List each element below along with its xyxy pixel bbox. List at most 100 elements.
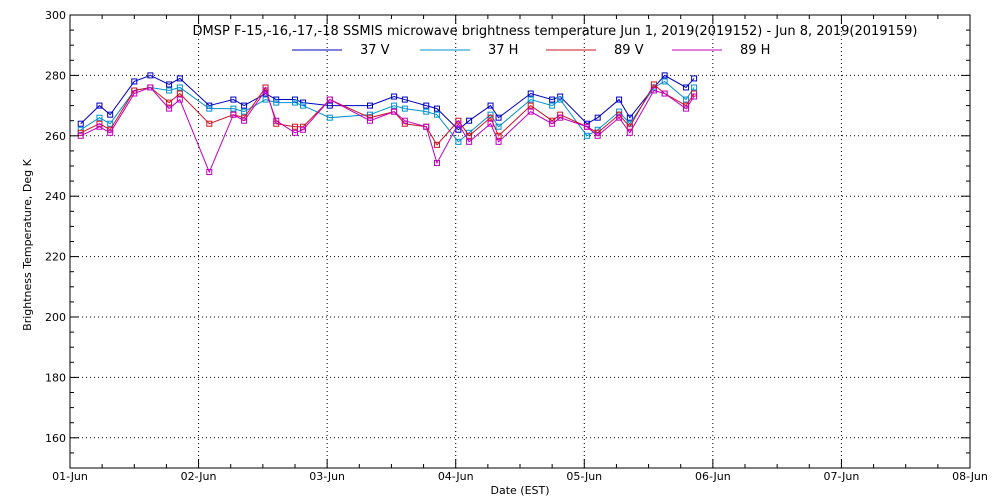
data-point-89-v (206, 120, 213, 127)
data-point-37-h (691, 84, 698, 91)
data-point-37-v (433, 105, 440, 112)
data-point-37-v (549, 96, 556, 103)
data-point-89-h (367, 117, 373, 124)
data-point-89-h (626, 129, 633, 136)
data-point-89-h (273, 117, 280, 124)
data-point-89-h (300, 126, 307, 133)
data-point-37-v (423, 102, 430, 109)
data-point-89-v (401, 120, 408, 127)
data-point-89-h (583, 123, 590, 130)
data-point-37-h (292, 99, 298, 106)
x-tick-labels: 01-Jun 02-Jun 03-Jun 04-Jun 05-Jun 06-Jun 07-J… (52, 470, 988, 483)
data-point-37-v (107, 111, 114, 118)
y-tick-labels: 160 180 200 220 240 260 280 300 (45, 9, 66, 445)
y-tick-label: 300 (45, 9, 66, 22)
data-point-37-h (495, 123, 502, 130)
data-point-37-v (487, 102, 494, 109)
data-point-37-h (557, 96, 564, 103)
x-tick-label: 02-Jun (181, 470, 217, 483)
x-axis-label: Date (EST) (490, 484, 549, 497)
data-point-89-v (466, 132, 473, 139)
y-tick-label: 220 (45, 251, 66, 264)
y-tick-label: 160 (45, 432, 66, 445)
data-point-89-h (661, 90, 668, 97)
data-point-37-v (273, 96, 280, 103)
data-point-37-h (661, 78, 668, 85)
data-point-37-v (230, 96, 237, 103)
data-point-37-v (131, 78, 138, 85)
data-point-89-v (527, 102, 534, 109)
data-point-89-h (549, 120, 556, 127)
legend: 37 V 37 H 89 V 89 H (292, 43, 770, 58)
data-point-89-h (455, 120, 462, 127)
data-point-89-h (487, 120, 494, 127)
legend-label-37-h: 37 H (488, 43, 518, 58)
y-tick-label: 260 (45, 130, 66, 143)
y-tick-label: 180 (45, 371, 66, 384)
y-tick-label: 200 (45, 311, 66, 324)
data-point-37-v (594, 114, 601, 121)
data-point-89-h (683, 105, 690, 112)
data-point-37-h (262, 96, 269, 103)
data-point-37-h (455, 138, 462, 145)
data-point-89-h (96, 123, 103, 130)
data-point-37-h (527, 96, 534, 103)
data-point-37-h (423, 108, 430, 115)
x-tick-label: 01-Jun (52, 470, 88, 483)
data-point-37-v (527, 90, 534, 97)
data-point-89-h (176, 96, 183, 103)
data-point-37-h (107, 120, 114, 127)
data-point-37-v (391, 93, 398, 100)
data-point-37-v (176, 75, 183, 82)
data-point-89-v (626, 123, 633, 130)
data-point-37-h (273, 99, 280, 106)
data-point-37-v (691, 75, 698, 82)
data-point-89-h (495, 138, 502, 145)
data-point-37-v (241, 102, 248, 109)
data-point-37-v (147, 72, 154, 79)
data-point-37-v (77, 120, 84, 127)
data-point-89-h (292, 129, 298, 136)
data-point-89-h (466, 138, 473, 145)
data-point-89-h (650, 87, 657, 94)
data-point-37-v (292, 96, 298, 103)
data-point-89-h (594, 132, 601, 139)
data-point-89-h (527, 108, 534, 115)
legend-label-89-h: 89 H (740, 43, 770, 58)
legend-label-89-v: 89 V (614, 43, 644, 58)
data-point-37-v (616, 96, 623, 103)
data-point-89-h (433, 159, 440, 166)
data-point-37-v (96, 102, 103, 109)
data-point-89-h (230, 111, 237, 118)
data-point-37-v (683, 84, 690, 91)
x-tick-label: 08-Jun (952, 470, 988, 483)
data-point-89-v (650, 81, 657, 88)
data-point-37-h (549, 102, 556, 109)
data-point-37-h (583, 132, 590, 139)
y-tick-label: 240 (45, 190, 66, 203)
data-point-37-h (300, 102, 307, 109)
chart-title: DMSP F-15,-16,-17,-18 SSMIS microwave br… (193, 24, 918, 39)
axis-ticks (69, 14, 971, 469)
data-point-89-v (292, 123, 298, 130)
data-point-37-v (455, 126, 462, 133)
data-point-89-h (557, 114, 564, 121)
data-point-89-h (147, 84, 154, 91)
data-point-37-h (391, 102, 398, 109)
plot-frame (69, 14, 971, 469)
data-point-37-v (495, 114, 502, 121)
data-point-89-v (166, 99, 173, 106)
data-point-89-h (423, 123, 430, 130)
series-line-89-h (80, 86, 695, 174)
x-tick-label: 05-Jun (566, 470, 602, 483)
data-point-37-h (433, 111, 440, 118)
data-point-37-h (206, 105, 213, 112)
data-point-89-h (166, 105, 173, 112)
series-line-37-h (80, 80, 695, 143)
grid-lines (70, 15, 970, 468)
data-point-89-h (401, 117, 408, 124)
data-point-37-h (401, 105, 408, 112)
x-tick-label: 03-Jun (309, 470, 345, 483)
data-point-89-v (691, 90, 698, 97)
